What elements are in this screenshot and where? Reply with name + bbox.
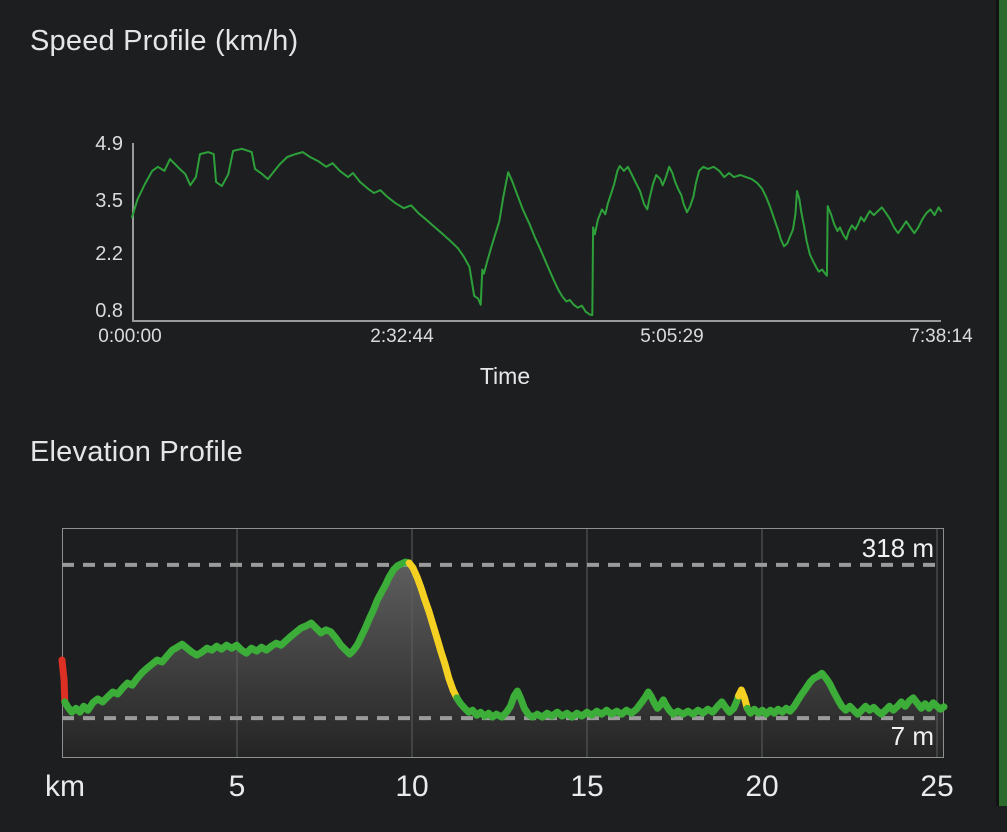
elevation-line-red (58, 656, 69, 706)
speed-x-tick: 2:32:44 (370, 326, 434, 347)
elevation-line-green (61, 558, 413, 716)
elevation-line-yellow (735, 686, 751, 712)
speed-y-tick: 3.5 (95, 190, 123, 212)
elevation-plot-border (62, 528, 944, 758)
elevation-min-label: 7 m (890, 721, 934, 751)
speed-y-tick: 0.8 (95, 300, 123, 322)
elevation-chart-plot (58, 528, 948, 758)
elevation-chart-title: Elevation Profile (30, 436, 243, 468)
elevation-x-tick-km: km (45, 770, 85, 803)
speed-chart-title: Speed Profile (km/h) (30, 25, 299, 57)
speed-y-tick: 4.9 (95, 133, 123, 155)
speed-x-tick: 5:05:29 (640, 326, 704, 347)
speed-x-tick: 7:38:14 (909, 326, 973, 347)
scrollbar-thumb[interactable] (999, 0, 1007, 806)
speed-x-tick: 0:00:00 (98, 326, 162, 347)
elevation-x-tick: 25 (920, 770, 954, 803)
elevation-line-yellow (405, 559, 461, 702)
elevation-max-label: 318 m (861, 533, 934, 563)
speed-x-axis-title: Time (479, 363, 531, 389)
elevation-x-tick: 15 (570, 770, 604, 803)
elevation-x-tick: 5 (228, 770, 246, 803)
elevation-x-tick: 20 (745, 770, 779, 803)
elevation-line-green (453, 687, 742, 721)
speed-line (131, 147, 942, 316)
speed-chart-plot (131, 143, 942, 322)
elevation-x-tick: 10 (395, 770, 429, 803)
elevation-line-green (743, 669, 948, 718)
speed-y-tick: 2.2 (95, 243, 123, 265)
scrollbar-track-line (996, 0, 999, 806)
